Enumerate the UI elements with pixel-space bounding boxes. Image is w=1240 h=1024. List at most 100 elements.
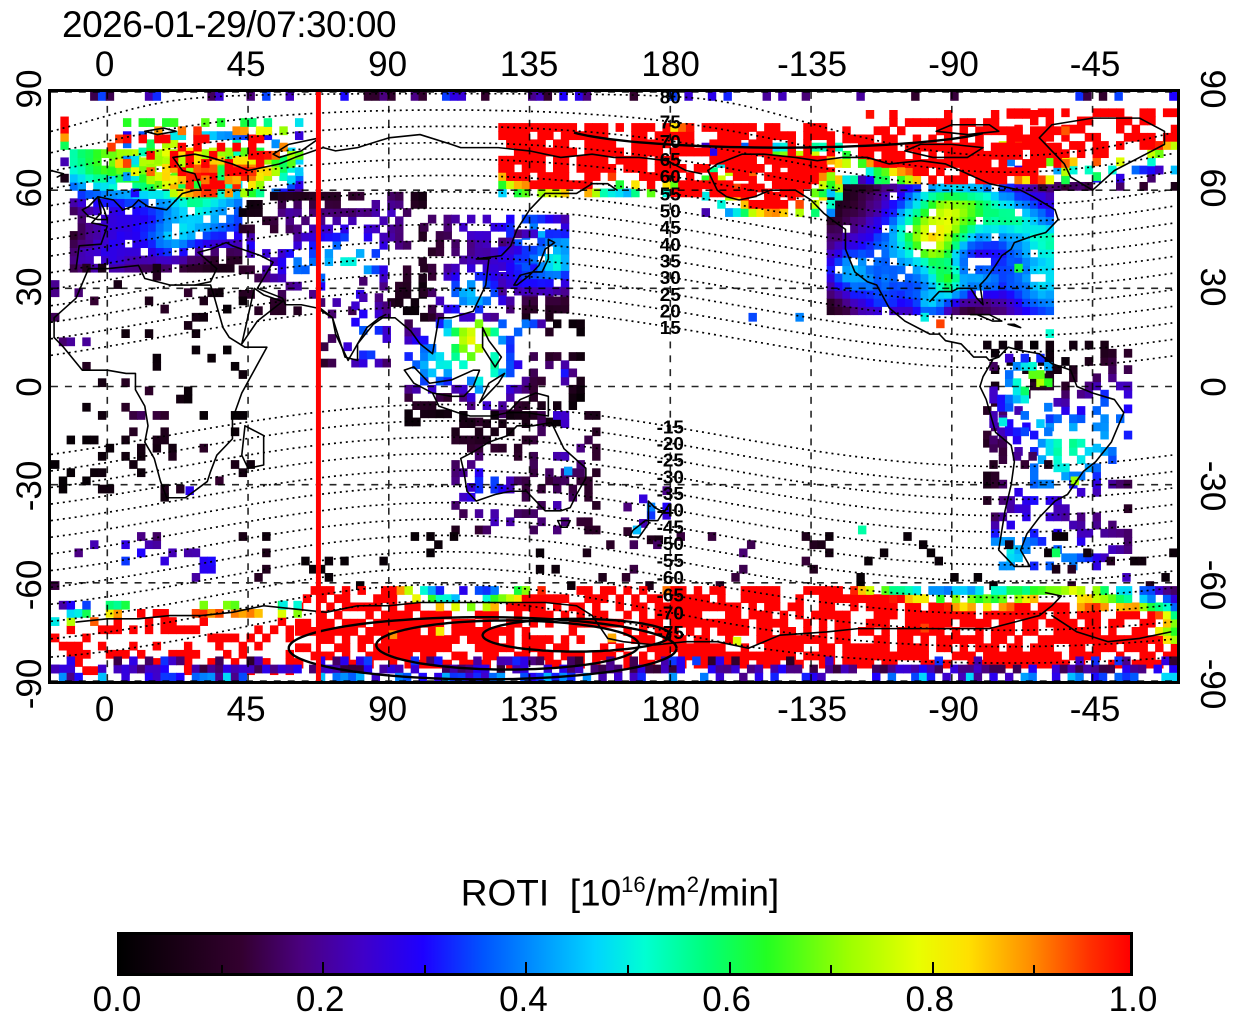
roti-cell bbox=[1092, 561, 1101, 571]
roti-cell bbox=[912, 224, 922, 234]
roti-cell bbox=[1029, 224, 1039, 234]
roti-cell bbox=[169, 163, 179, 173]
roti-cell bbox=[82, 600, 91, 610]
roti-cell bbox=[1006, 504, 1015, 514]
roti-cell bbox=[132, 247, 141, 257]
roti-cell bbox=[506, 237, 515, 247]
roti-cell bbox=[210, 231, 219, 240]
roti-cell bbox=[967, 232, 976, 242]
roti-cell bbox=[811, 586, 820, 595]
roti-cell bbox=[208, 172, 218, 181]
roti-cell bbox=[545, 253, 554, 263]
roti-cell bbox=[490, 312, 499, 322]
roti-cell bbox=[615, 123, 624, 132]
roti-cell bbox=[1045, 306, 1055, 316]
roti-cell bbox=[1029, 306, 1039, 316]
roti-cell bbox=[324, 249, 334, 258]
roti-cell bbox=[466, 327, 476, 337]
roti-cell bbox=[904, 208, 914, 217]
roti-cell bbox=[387, 232, 396, 242]
roti-cell bbox=[553, 155, 562, 165]
roti-cell bbox=[748, 188, 757, 198]
roti-cell bbox=[592, 602, 601, 612]
roti-cell bbox=[1155, 635, 1164, 644]
roti-cell bbox=[1029, 610, 1039, 620]
roti-cell bbox=[685, 651, 695, 661]
roti-cell bbox=[318, 586, 327, 595]
roti-cell bbox=[881, 183, 890, 193]
roti-cell bbox=[396, 586, 406, 595]
roti-cell bbox=[155, 190, 165, 199]
roti-cell bbox=[1029, 586, 1039, 595]
roti-cell bbox=[513, 594, 523, 604]
roti-cell bbox=[238, 672, 248, 681]
roti-cell bbox=[1061, 602, 1070, 612]
roti-cell bbox=[943, 183, 953, 193]
roti-cell bbox=[498, 335, 507, 345]
roti-cell bbox=[66, 600, 76, 610]
roti-cell bbox=[216, 131, 226, 141]
roti-cell bbox=[294, 118, 304, 127]
roti-cell bbox=[1100, 149, 1109, 159]
roti-cell bbox=[1155, 149, 1164, 159]
roti-cell bbox=[1100, 594, 1109, 604]
map-canvas[interactable]: 80 75 70 65 60 55 50 45 40 35 30 25 20 15 -15 -20 -25 -30… bbox=[51, 92, 1177, 681]
roti-cell bbox=[238, 370, 248, 379]
roti-cell bbox=[506, 627, 515, 636]
roti-cell bbox=[1123, 348, 1133, 358]
roti-cell bbox=[715, 656, 725, 666]
roti-cell bbox=[998, 142, 1008, 152]
roti-cell bbox=[560, 610, 570, 620]
roti-cell bbox=[1092, 463, 1101, 473]
roti-cell bbox=[285, 216, 294, 226]
roti-cell bbox=[1022, 208, 1031, 217]
roti-cell bbox=[1022, 651, 1031, 661]
roti-cell bbox=[904, 594, 914, 604]
roti-cell bbox=[474, 255, 484, 265]
roti-cell bbox=[662, 172, 671, 181]
roti-cell bbox=[975, 191, 984, 201]
roti-cell bbox=[553, 304, 562, 314]
roti-cell bbox=[1051, 548, 1061, 558]
roti-cell bbox=[826, 273, 836, 283]
roti-cell bbox=[889, 183, 898, 193]
roti-cell bbox=[293, 191, 302, 201]
roti-cell bbox=[218, 165, 227, 175]
roti-cell bbox=[97, 484, 107, 494]
roti-cell bbox=[576, 586, 585, 595]
roti-cell bbox=[527, 656, 537, 666]
roti-cell bbox=[1076, 124, 1086, 134]
roti-cell bbox=[560, 360, 570, 370]
roti-cell bbox=[457, 92, 467, 101]
roti-cell bbox=[374, 293, 384, 303]
roti-cell bbox=[787, 155, 797, 165]
roti-cell bbox=[410, 532, 420, 541]
roti-cell bbox=[818, 131, 828, 141]
roti-cell bbox=[194, 239, 204, 249]
roti-cell bbox=[897, 126, 906, 136]
roti-cell bbox=[1123, 116, 1133, 126]
roti-cell bbox=[513, 651, 523, 661]
roti-cell bbox=[1020, 353, 1030, 363]
roti-cell bbox=[998, 199, 1008, 209]
roti-cell bbox=[998, 618, 1008, 628]
roti-cell bbox=[779, 188, 789, 198]
roti-cell bbox=[920, 618, 929, 628]
roti-cell bbox=[975, 594, 984, 604]
roti-cell bbox=[998, 561, 1008, 571]
colorbar[interactable] bbox=[117, 932, 1133, 976]
roti-cell bbox=[678, 586, 687, 595]
roti-cell bbox=[983, 224, 992, 234]
roti-cell bbox=[1022, 659, 1031, 669]
roti-cell bbox=[912, 651, 922, 661]
roti-cell bbox=[723, 664, 732, 674]
roti-cell bbox=[171, 206, 180, 216]
roti-cell bbox=[537, 231, 546, 240]
roti-cell bbox=[1037, 175, 1047, 185]
roti-cell bbox=[967, 273, 976, 283]
roti-cell bbox=[218, 206, 227, 216]
roti-cell bbox=[998, 340, 1008, 350]
roti-cell bbox=[1045, 447, 1055, 456]
roti-cell bbox=[138, 134, 147, 144]
map-plot-frame[interactable]: 80 75 70 65 60 55 50 45 40 35 30 25 20 15 -15 -20 -25 -30… bbox=[48, 89, 1180, 684]
